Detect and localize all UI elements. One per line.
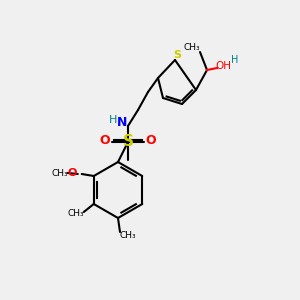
Text: S: S <box>122 134 134 149</box>
Text: OH: OH <box>215 61 231 71</box>
Text: H: H <box>109 115 117 125</box>
Text: CH₃: CH₃ <box>184 44 200 52</box>
Text: O: O <box>146 134 156 146</box>
Text: O: O <box>100 134 110 146</box>
Text: CH₃: CH₃ <box>51 169 68 178</box>
Text: N: N <box>117 116 127 130</box>
Text: CH₃: CH₃ <box>68 209 84 218</box>
Text: CH₃: CH₃ <box>120 232 136 241</box>
Text: O: O <box>67 168 76 178</box>
Text: S: S <box>173 50 181 60</box>
Text: H: H <box>231 55 239 65</box>
